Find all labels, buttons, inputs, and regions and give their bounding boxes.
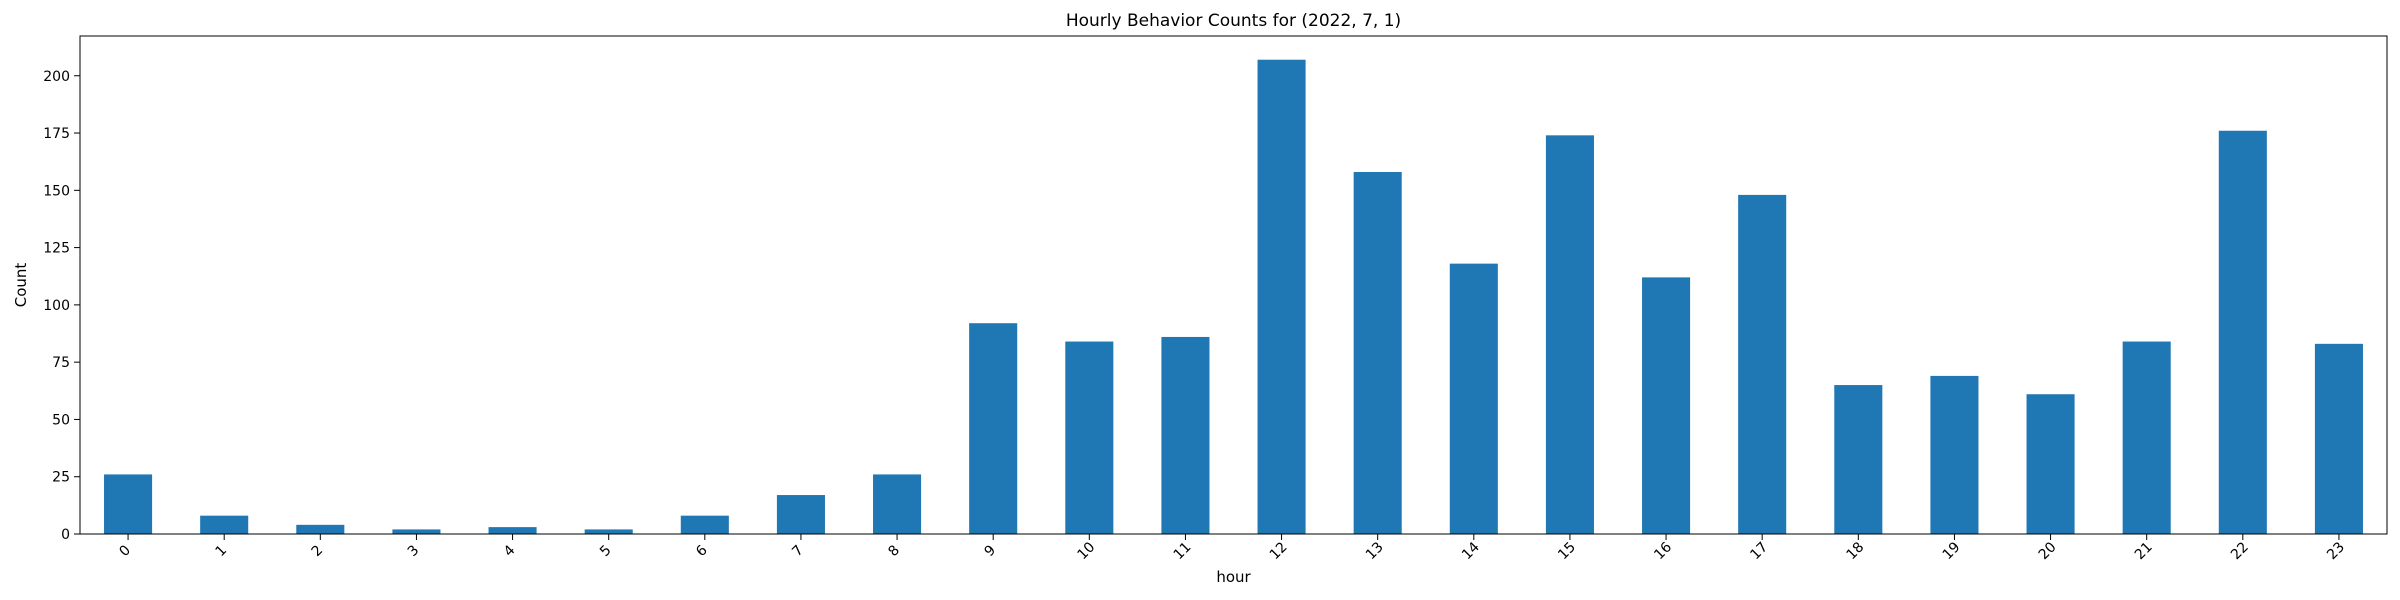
- x-axis-ticks: 0 1 2 3 4 5 6 7 8 9 10 11 12 13 14 15 16 17 18 19 20 21 22 23: [116, 534, 2348, 563]
- bar-hour-23: [2314, 343, 2363, 534]
- x-tick-label: 13: [1363, 539, 1387, 563]
- bar-hour-22: [2218, 130, 2267, 534]
- bar-hour-9: [969, 323, 1018, 534]
- y-tick-label: 0: [61, 527, 70, 543]
- x-tick-label: 6: [693, 542, 711, 560]
- x-tick-label: 22: [2228, 539, 2252, 563]
- bar-hour-7: [776, 495, 825, 534]
- x-axis-label: hour: [1216, 568, 1251, 586]
- y-tick-label: 125: [43, 241, 70, 257]
- x-tick-label: 1: [213, 542, 231, 560]
- x-tick-label: 20: [2036, 539, 2060, 563]
- bar-hour-8: [873, 474, 922, 534]
- y-tick-label: 200: [43, 69, 70, 85]
- x-tick-label: 10: [1075, 539, 1099, 563]
- x-tick-label: 15: [1555, 539, 1579, 563]
- y-axis-label: Count: [12, 263, 30, 308]
- x-tick-label: 21: [2132, 539, 2156, 563]
- bar-hour-10: [1065, 341, 1114, 534]
- bar-hour-4: [488, 527, 537, 534]
- y-tick-label: 175: [43, 126, 70, 142]
- y-tick-label: 100: [43, 298, 70, 314]
- bar-hour-5: [584, 529, 633, 534]
- bar-hour-3: [392, 529, 441, 534]
- y-tick-label: 150: [43, 183, 70, 199]
- x-tick-label: 7: [789, 542, 807, 560]
- x-tick-label: 17: [1747, 539, 1771, 563]
- x-tick-label: 0: [116, 542, 134, 560]
- y-tick-label: 50: [52, 412, 70, 428]
- bar-hour-18: [1834, 385, 1883, 534]
- chart-title: Hourly Behavior Counts for (2022, 7, 1): [1066, 11, 1401, 31]
- bar-hour-13: [1353, 171, 1402, 535]
- bar-hour-20: [2026, 394, 2075, 534]
- bar-hour-14: [1449, 263, 1498, 534]
- x-tick-label: 3: [405, 542, 423, 560]
- bar-hour-15: [1545, 135, 1594, 534]
- x-tick-label: 23: [2324, 539, 2348, 563]
- bar-hour-12: [1257, 59, 1306, 534]
- x-tick-label: 19: [1940, 539, 1964, 563]
- plot-frame: [79, 35, 2388, 535]
- bars-group: [104, 59, 2363, 535]
- x-tick-label: 8: [885, 542, 903, 560]
- x-tick-label: 2: [309, 542, 327, 560]
- x-tick-label: 9: [982, 542, 1000, 560]
- bar-hour-21: [2122, 341, 2171, 534]
- x-tick-label: 11: [1171, 539, 1195, 563]
- x-tick-label: 18: [1844, 539, 1868, 563]
- y-axis-ticks: 0 25 50 75 100 125 150 175 200: [43, 69, 80, 543]
- bar-hour-0: [104, 474, 153, 534]
- bar-hour-11: [1161, 336, 1210, 534]
- x-tick-label: 4: [501, 542, 519, 560]
- y-tick-label: 25: [52, 470, 70, 486]
- y-tick-label: 75: [52, 355, 70, 371]
- bar-hour-19: [1930, 375, 1979, 534]
- bar-hour-16: [1642, 277, 1691, 534]
- bar-hour-2: [296, 524, 345, 534]
- bar-hour-1: [200, 515, 249, 534]
- x-tick-label: 16: [1651, 539, 1675, 563]
- bar-hour-17: [1738, 194, 1787, 535]
- x-tick-label: 5: [597, 542, 615, 560]
- x-tick-label: 14: [1459, 539, 1483, 563]
- bar-hour-6: [680, 515, 729, 534]
- x-tick-label: 12: [1267, 539, 1291, 563]
